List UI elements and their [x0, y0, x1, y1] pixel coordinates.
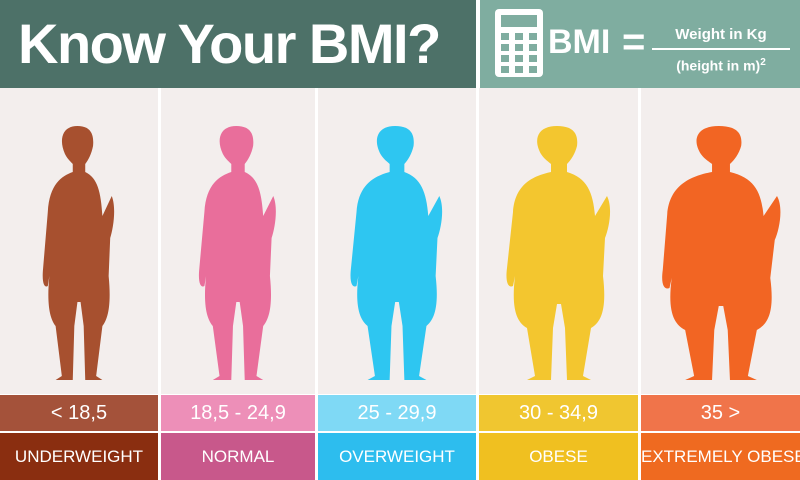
panel-obese [479, 88, 638, 394]
bmi-range: < 18,5 [0, 395, 158, 431]
bmi-category: EXTREMELY OBESE [641, 433, 800, 480]
formula-numerator: Weight in Kg [675, 26, 767, 43]
title-banner: Know Your BMI? [0, 0, 476, 88]
bmi-range: 25 - 29,9 [318, 395, 476, 431]
formula-banner: BMI = Weight in Kg (height in m)2 [480, 0, 800, 88]
silhouette-overweight [350, 126, 443, 380]
formula-label: BMI [548, 23, 611, 61]
panel-normal [161, 88, 315, 394]
bmi-category: OVERWEIGHT [318, 433, 476, 480]
bmi-range: 18,5 - 24,9 [161, 395, 315, 431]
silhouette-underweight [42, 126, 115, 380]
silhouette-normal [198, 126, 276, 380]
bmi-range: 35 > [641, 395, 800, 431]
panel-underweight [0, 88, 158, 394]
page-title: Know Your BMI? [18, 12, 441, 75]
bmi-category: NORMAL [161, 433, 315, 480]
panel-overweight [318, 88, 476, 394]
silhouette-obese [506, 126, 611, 380]
calculator-icon [495, 9, 543, 77]
bmi-category: OBESE [479, 433, 638, 480]
formula-equals: = [622, 20, 646, 64]
formula-denominator-text: (height in m) [676, 57, 761, 74]
bmi-range: 30 - 34,9 [479, 395, 638, 431]
formula-fraction-line [652, 48, 790, 50]
silhouette-extremely-obese [662, 126, 781, 380]
panel-extremely-obese [641, 88, 800, 394]
formula-exponent: 2 [760, 57, 766, 68]
formula-denominator: (height in m)2 [652, 57, 790, 74]
bmi-category: UNDERWEIGHT [0, 433, 158, 480]
